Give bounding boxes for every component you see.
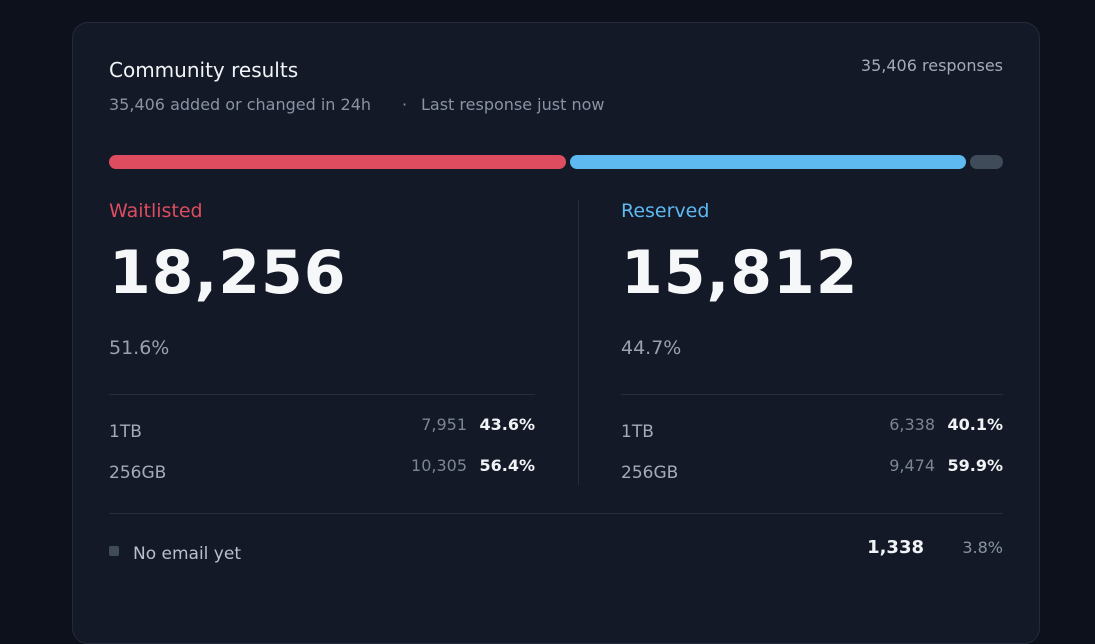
other-label: No email yet [133,544,241,564]
row-count: 7,951 [421,415,467,434]
group-count: 18,256 [109,238,347,308]
legend-swatch [109,546,119,556]
row-share: 43.6% [479,415,535,434]
group-name: Waitlisted [109,200,203,222]
results-card [72,22,1040,644]
row-label: 1TB [621,422,654,442]
row-share: 59.9% [947,456,1003,475]
page: Community results 35,406 added or change… [72,22,1040,644]
row-count: 9,474 [889,456,935,475]
group-count: 15,812 [621,238,859,308]
separator-line [621,394,1003,395]
other-count: 1,338 [867,537,924,558]
row-count: 6,338 [889,415,935,434]
column-divider [578,200,579,485]
card-title: Community results [109,58,299,82]
group-name: Reserved [621,200,710,222]
row-label: 256GB [621,463,679,483]
row-label: 1TB [109,422,142,442]
separator-line [109,394,535,395]
bar-segment [969,155,1003,169]
bar-segment [109,155,566,169]
other-share: 3.8% [962,538,1003,557]
group-share: 51.6% [109,337,170,359]
row-label: 256GB [109,463,167,483]
subtitle: 35,406 added or changed in 24h [109,95,372,114]
row-count: 10,305 [411,456,467,475]
bar-segment [569,155,966,169]
group-share: 44.7% [621,337,682,359]
last-response: Last response just now [421,95,605,114]
responses-count: 35,406 responses [860,56,1003,75]
separator: · [402,95,408,114]
row-share: 40.1% [947,415,1003,434]
separator-line [109,513,1003,514]
share-bar [109,155,1003,169]
row-share: 56.4% [479,456,535,475]
